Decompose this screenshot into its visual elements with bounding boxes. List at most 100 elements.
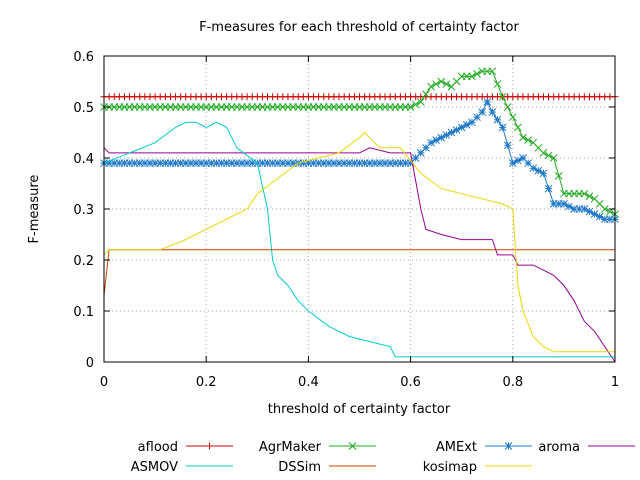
legend-item: aflood [138, 440, 233, 455]
data-point [299, 159, 308, 167]
data-point [355, 159, 364, 167]
legend-item: AMExt [436, 440, 532, 455]
data-point [554, 171, 563, 180]
data-point [406, 103, 415, 111]
data-point [575, 205, 584, 213]
data-point [544, 151, 553, 160]
data-point [503, 141, 512, 150]
data-point [350, 159, 359, 167]
data-point [340, 159, 349, 167]
series-aroma [103, 147, 616, 363]
data-point [534, 166, 543, 175]
data-point [284, 159, 292, 167]
data-point [432, 136, 441, 145]
data-point [192, 159, 200, 167]
data-point [488, 67, 497, 76]
data-point [457, 123, 466, 132]
legend-item: DSSim [278, 460, 376, 475]
data-point [585, 192, 594, 201]
data-point [258, 159, 267, 167]
y-tick-label: 0 [86, 356, 94, 371]
data-point [422, 143, 430, 152]
series-aflood [100, 93, 619, 101]
data-point [539, 149, 548, 157]
data-point [273, 159, 282, 167]
data-point [222, 159, 231, 167]
data-point [416, 98, 425, 106]
data-point [110, 159, 119, 167]
data-point [416, 149, 425, 157]
data-point [166, 159, 175, 167]
series-layer [100, 67, 619, 363]
data-point [243, 159, 251, 167]
series-line [103, 121, 615, 358]
y-tick-label: 0.4 [73, 152, 94, 167]
data-point [554, 200, 563, 208]
y-axis-label: F-measure [27, 175, 42, 244]
data-point [365, 159, 374, 167]
data-point [161, 159, 170, 167]
data-point [248, 159, 257, 167]
data-point [202, 159, 211, 167]
data-point [146, 159, 154, 167]
data-point [498, 92, 507, 101]
series-line [103, 131, 615, 353]
data-point [519, 154, 527, 162]
legend: aflood AgrMaker AMExt aroma ASMOV DSSim kosima… [131, 440, 635, 475]
data-point [187, 159, 195, 167]
data-point [360, 159, 369, 167]
legend-label: DSSim [278, 460, 321, 475]
series-line [103, 147, 616, 363]
chart-title: F-measures for each threshold of certain… [199, 20, 519, 35]
data-point [437, 133, 446, 142]
legend-label: kosimap [423, 460, 477, 475]
data-point [570, 205, 578, 213]
series-asmov [103, 121, 615, 358]
data-point [473, 69, 481, 78]
data-point [141, 159, 149, 167]
data-point [462, 120, 471, 129]
data-point [498, 123, 507, 132]
x-tick-label: 1 [611, 375, 619, 390]
data-point [549, 154, 558, 162]
y-tick-label: 0.3 [73, 203, 94, 218]
data-point [524, 159, 532, 167]
x-tick-label: 0.2 [196, 375, 217, 390]
data-point [105, 159, 113, 167]
data-point [600, 205, 609, 213]
data-point [401, 159, 410, 167]
data-point [411, 100, 420, 109]
data-point [514, 156, 522, 165]
data-point [483, 98, 492, 106]
series-amext [100, 98, 619, 224]
data-point [324, 159, 333, 167]
data-point [595, 212, 604, 221]
data-point [468, 118, 476, 127]
legend-label: AMExt [436, 440, 477, 455]
data-point [549, 200, 558, 208]
data-point [278, 159, 287, 167]
data-point [130, 159, 139, 167]
data-point [493, 115, 502, 124]
data-point [442, 80, 451, 88]
data-point [565, 202, 573, 211]
data-point [227, 159, 236, 167]
data-point [304, 159, 313, 167]
data-point [519, 133, 527, 142]
y-tick-label: 0.6 [73, 50, 94, 65]
data-point [125, 159, 134, 167]
data-point [335, 159, 343, 167]
x-axis-label: threshold of certainty factor [268, 402, 451, 417]
data-point [560, 200, 568, 208]
data-point [263, 159, 272, 167]
data-point [207, 159, 216, 167]
legend-label: aflood [138, 440, 178, 455]
data-point [503, 103, 512, 111]
data-point [422, 90, 430, 99]
data-point [171, 159, 180, 167]
data-point [600, 215, 609, 224]
legend-item: ASMOV [131, 460, 233, 475]
data-point [442, 131, 451, 139]
data-point [396, 159, 405, 167]
